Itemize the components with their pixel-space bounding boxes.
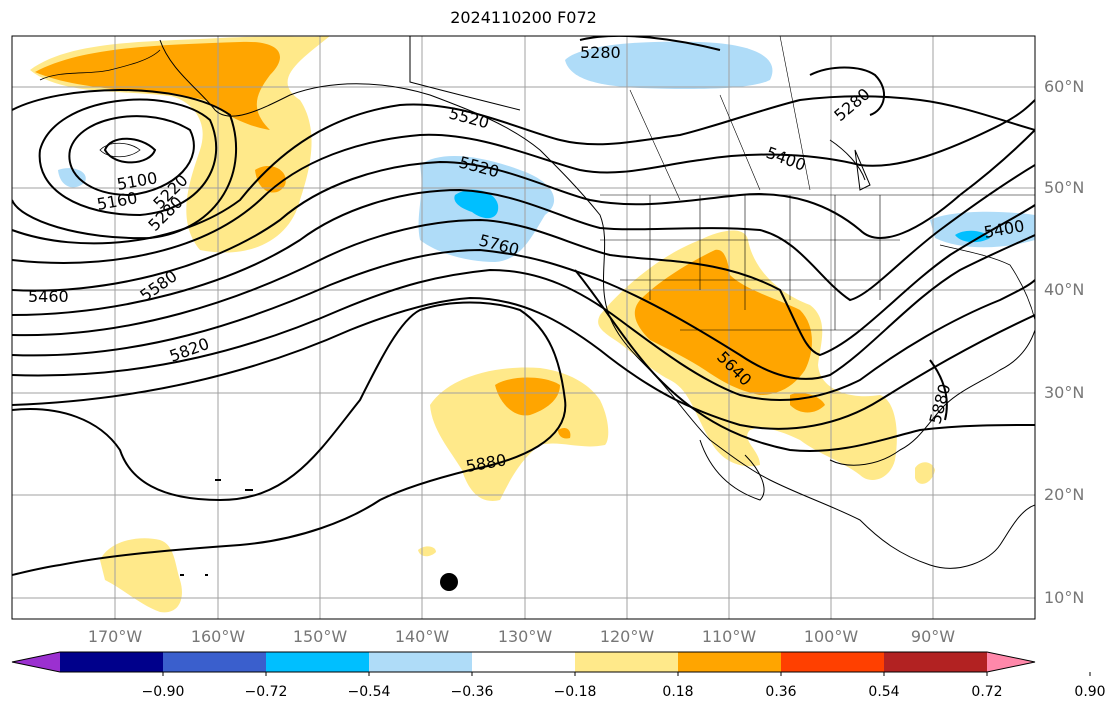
lon-tick-label: 110°W xyxy=(701,627,757,646)
colorbar-tick-label: 0.18 xyxy=(662,684,694,700)
colorbar-segment xyxy=(884,652,988,672)
contour-label: 5880 xyxy=(926,382,955,426)
lon-tick-label: 160°W xyxy=(190,627,246,646)
height-contours xyxy=(12,36,1035,576)
graticule xyxy=(12,36,1035,619)
colorbar-tick-label: −0.54 xyxy=(347,684,391,700)
colorbar-tick-label: −0.18 xyxy=(553,684,597,700)
colorbar-segment xyxy=(678,652,782,672)
colorbar-segment xyxy=(12,652,60,672)
lon-tick-label: 100°W xyxy=(803,627,859,646)
colorbar-tick-label: 0.72 xyxy=(971,684,1003,700)
contour-label: 5280 xyxy=(830,84,873,125)
storm-marker xyxy=(440,573,458,591)
colorbar-tick-label: −0.72 xyxy=(244,684,288,700)
colorbar-segment xyxy=(781,652,885,672)
colorbar-segment xyxy=(472,652,576,672)
lon-tick-label: 90°W xyxy=(910,627,956,646)
colorbar-segment xyxy=(60,652,164,672)
colorbar-tick-label: −0.90 xyxy=(141,684,185,700)
lat-tick-label: 20°N xyxy=(1044,485,1085,504)
lat-tick-label: 10°N xyxy=(1044,588,1085,607)
colorbar-tick-label: 0.90 xyxy=(1074,684,1105,700)
lon-tick-label: 140°W xyxy=(394,627,450,646)
coastlines xyxy=(39,36,1035,576)
lat-tick-label: 30°N xyxy=(1044,383,1085,402)
colorbar-tick-label: 0.54 xyxy=(868,684,900,700)
colorbar-segment xyxy=(266,652,370,672)
lon-tick-label: 170°W xyxy=(87,627,143,646)
lat-tick-label: 40°N xyxy=(1044,280,1085,299)
lon-tick-label: 120°W xyxy=(599,627,655,646)
colorbar-segment xyxy=(987,652,1035,672)
map-title: 2024110200 F072 xyxy=(450,8,597,27)
lat-tick-label: 50°N xyxy=(1044,178,1085,197)
colorbar-outline xyxy=(11,651,1036,673)
colorbar-segment xyxy=(163,652,267,672)
colorbar-segment xyxy=(369,652,473,672)
colorbar-tick-label: 0.36 xyxy=(765,684,797,700)
colorbar-segment xyxy=(575,652,679,672)
anomaly-shading xyxy=(30,36,1035,613)
colorbar xyxy=(11,651,1091,676)
lon-tick-label: 130°W xyxy=(497,627,553,646)
contour-label: 5460 xyxy=(28,287,69,306)
contour-label: 5280 xyxy=(580,43,621,62)
contour-label: 5520 xyxy=(447,104,491,133)
lat-tick-label: 60°N xyxy=(1044,77,1085,96)
colorbar-tick-label: −0.36 xyxy=(450,684,494,700)
lon-tick-label: 150°W xyxy=(292,627,348,646)
contour-label: 5580 xyxy=(136,266,180,305)
